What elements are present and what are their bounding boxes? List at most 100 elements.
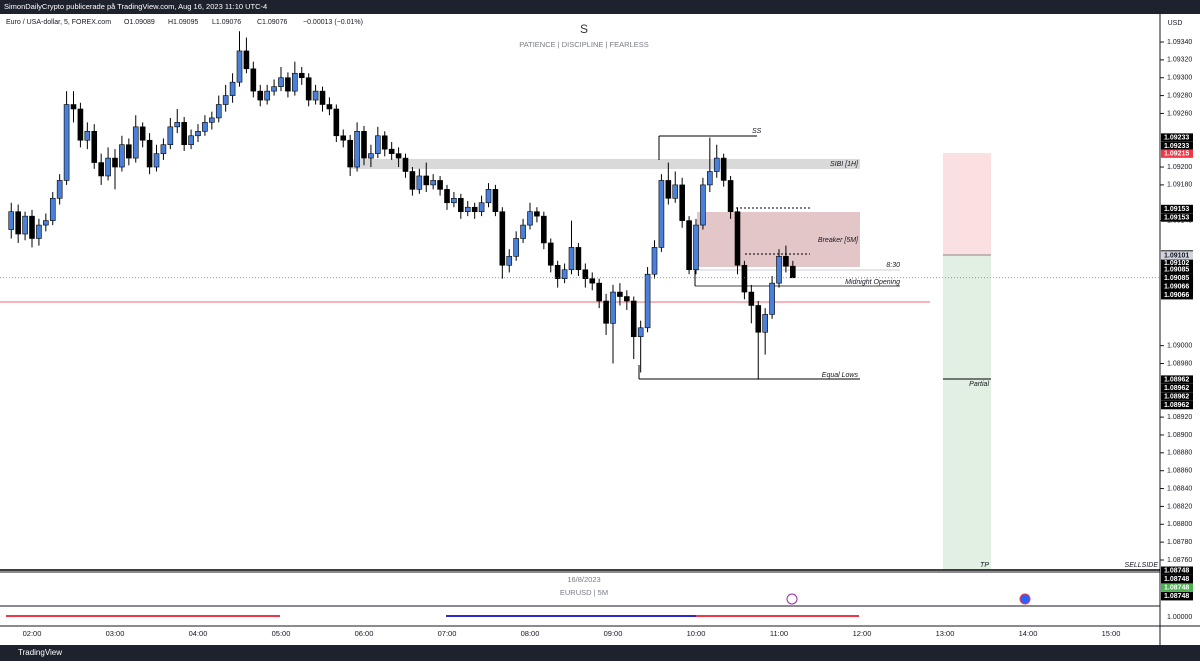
price-tag-label: 1.08962: [1164, 376, 1189, 383]
close: C1.09076: [257, 19, 287, 26]
candle-body: [395, 153, 402, 159]
equal-lows-label: Equal Lows: [822, 372, 859, 379]
candle-body: [167, 126, 174, 146]
price-tag: [1161, 274, 1193, 283]
candle-body: [471, 206, 478, 212]
candle-body: [790, 265, 796, 279]
price-tag: [1161, 258, 1193, 268]
candle-body: [278, 77, 284, 87]
event-icon[interactable]: [786, 593, 798, 605]
candle-body: [451, 197, 457, 204]
candle-body: [84, 131, 91, 141]
y-tick-label: 1.08800: [1167, 521, 1192, 528]
candle-body: [132, 126, 139, 159]
candle-body: [181, 122, 187, 146]
candle-body: [596, 282, 602, 302]
sibi-zone: [350, 159, 860, 169]
price-tag-label: 1.08748: [1164, 593, 1189, 600]
y-tick-label: 1.09000: [1167, 342, 1192, 349]
price-tag-label: 1.09085: [1164, 267, 1189, 274]
candle-body: [748, 291, 755, 306]
candle-body: [727, 180, 734, 212]
x-tick-label: 10:00: [687, 629, 706, 638]
candle-body: [437, 180, 443, 190]
candle-body: [617, 291, 623, 297]
y-tick-label: 1.08900: [1167, 432, 1192, 439]
y-tick-label: 1.08780: [1167, 539, 1192, 546]
candle-body: [513, 238, 519, 257]
candle-body: [430, 180, 436, 186]
candle-body: [492, 189, 499, 212]
price-tag: [1161, 392, 1193, 401]
y-tick-label: 1.09180: [1167, 182, 1192, 189]
price-tag-label: 1.08748: [1164, 585, 1189, 592]
price-tag-label: 1.09215: [1164, 150, 1189, 157]
symbol: Euro / USA-dollar, 5, FOREX.com: [6, 19, 111, 26]
candle-body: [195, 131, 201, 137]
candle-body: [610, 291, 616, 324]
candle-body: [409, 171, 416, 190]
candle-body: [126, 144, 132, 159]
y-tick-label: 1.09320: [1167, 57, 1192, 64]
candle-body: [520, 224, 526, 239]
candle-body: [347, 139, 353, 168]
candle-body: [8, 211, 15, 230]
candle-body: [298, 72, 305, 79]
candle-body: [499, 211, 506, 266]
price-tag-label: 1.08962: [1164, 393, 1189, 400]
lower-pane-value: 1.00000: [1167, 614, 1192, 621]
candle-body: [160, 144, 167, 154]
price-tag: [1161, 282, 1193, 291]
candle-body: [312, 90, 319, 101]
candle-body: [56, 180, 63, 199]
candle-body: [229, 81, 236, 96]
watermark-date: 16/8/2023: [567, 575, 600, 584]
candle-body: [679, 184, 685, 221]
candle-body: [713, 157, 720, 172]
currency: USD: [1168, 20, 1183, 27]
candle-body: [624, 296, 630, 302]
price-tag-label: 1.09066: [1164, 292, 1189, 299]
open: O1.09089: [124, 19, 155, 26]
target-zone: [943, 255, 991, 570]
x-tick-label: 09:00: [604, 629, 623, 638]
price-tag: [1161, 149, 1193, 158]
candle-body: [43, 220, 49, 226]
candle-body: [769, 282, 775, 315]
y-tick-label: 1.09340: [1167, 39, 1192, 46]
candle-body: [264, 90, 270, 101]
candle-body: [755, 305, 762, 333]
candle-body: [271, 86, 277, 92]
candle-body: [354, 131, 360, 168]
price-tag: [1161, 204, 1193, 214]
candle-body: [700, 184, 706, 226]
x-tick-label: 07:00: [438, 629, 457, 638]
candle-body: [464, 206, 471, 212]
candle-body: [554, 264, 561, 279]
candle-body: [243, 50, 250, 70]
candle-body: [326, 104, 333, 110]
sellside-label: SELLSIDE: [1125, 562, 1159, 569]
candle-body: [444, 189, 450, 204]
price-tag-label: 1.08748: [1164, 568, 1189, 575]
plot: 1.09340 1.09320 1.09300 1.09280 1.09260 1.092…: [0, 31, 1194, 638]
candle-body: [146, 139, 153, 168]
candle-body: [188, 135, 194, 146]
price-tag: [1161, 566, 1193, 575]
candle-body: [561, 269, 568, 279]
candle-body: [139, 126, 146, 141]
price-tag: [1161, 133, 1193, 142]
candle-body: [215, 104, 222, 119]
price-tag-label: 1.09066: [1164, 284, 1189, 291]
x-tick-label: 06:00: [355, 629, 374, 638]
x-tick-label: 13:00: [936, 629, 955, 638]
candle-body: [762, 314, 768, 333]
y-tick-label: 1.08840: [1167, 485, 1192, 492]
candle-body: [637, 327, 644, 338]
candle-body: [686, 220, 692, 271]
price-tag-label: 1.09153: [1164, 206, 1189, 213]
flag-icon[interactable]: [1019, 593, 1031, 605]
change: −0.00013 (−0.01%): [303, 19, 363, 26]
candle-body: [381, 135, 388, 150]
